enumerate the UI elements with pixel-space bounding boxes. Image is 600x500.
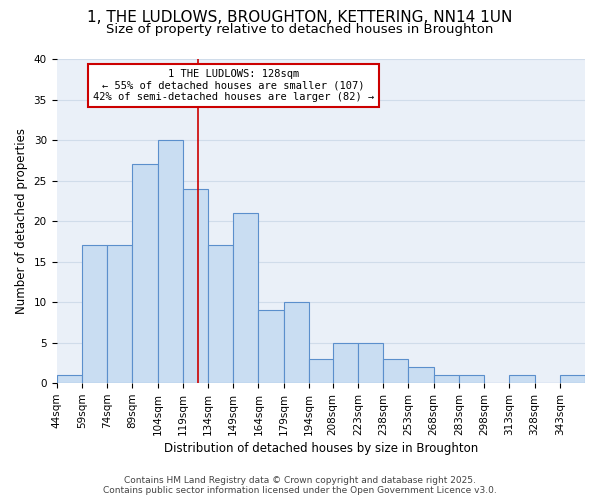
Bar — [132, 164, 158, 383]
Bar — [509, 375, 535, 383]
Bar — [459, 375, 484, 383]
Bar — [560, 375, 585, 383]
Bar — [332, 342, 358, 383]
Text: Size of property relative to detached houses in Broughton: Size of property relative to detached ho… — [106, 22, 494, 36]
Bar — [284, 302, 309, 383]
Bar — [434, 375, 459, 383]
Bar — [383, 359, 408, 383]
Bar — [309, 359, 334, 383]
X-axis label: Distribution of detached houses by size in Broughton: Distribution of detached houses by size … — [164, 442, 478, 455]
Bar — [183, 188, 208, 383]
Text: 1 THE LUDLOWS: 128sqm
← 55% of detached houses are smaller (107)
42% of semi-det: 1 THE LUDLOWS: 128sqm ← 55% of detached … — [93, 68, 374, 102]
Bar — [233, 213, 259, 383]
Y-axis label: Number of detached properties: Number of detached properties — [15, 128, 28, 314]
Text: 1, THE LUDLOWS, BROUGHTON, KETTERING, NN14 1UN: 1, THE LUDLOWS, BROUGHTON, KETTERING, NN… — [88, 10, 512, 25]
Bar — [82, 246, 107, 383]
Bar — [158, 140, 183, 383]
Bar — [259, 310, 284, 383]
Text: Contains HM Land Registry data © Crown copyright and database right 2025.
Contai: Contains HM Land Registry data © Crown c… — [103, 476, 497, 495]
Bar — [358, 342, 383, 383]
Bar — [408, 367, 434, 383]
Bar — [208, 246, 233, 383]
Bar — [107, 246, 132, 383]
Bar — [56, 375, 82, 383]
